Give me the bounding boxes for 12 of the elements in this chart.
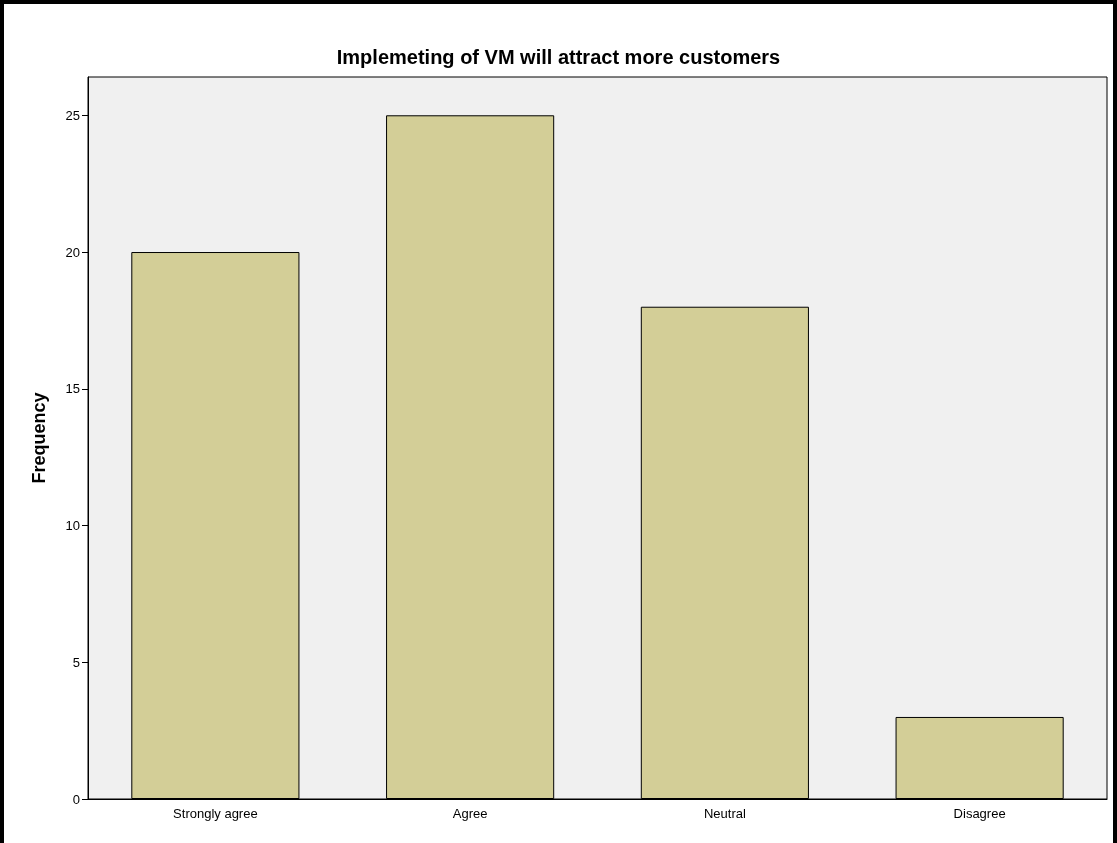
y-tick-label: 25 xyxy=(65,107,80,123)
x-tick-label: Neutral xyxy=(703,806,746,821)
y-tick-label: 0 xyxy=(72,791,80,807)
x-tick-label: Agree xyxy=(452,806,488,821)
y-axis-title: Frequency xyxy=(29,392,49,484)
y-tick-label: 5 xyxy=(72,654,80,670)
y-tick-label: 20 xyxy=(65,244,80,260)
y-tick-label: 15 xyxy=(65,381,80,397)
chart-title: Implemeting of VM will attract more customers xyxy=(336,46,781,68)
x-tick-label: Disagree xyxy=(953,806,1006,821)
x-tick-label: Strongly agree xyxy=(173,806,258,821)
y-tick-label: 10 xyxy=(65,518,80,534)
